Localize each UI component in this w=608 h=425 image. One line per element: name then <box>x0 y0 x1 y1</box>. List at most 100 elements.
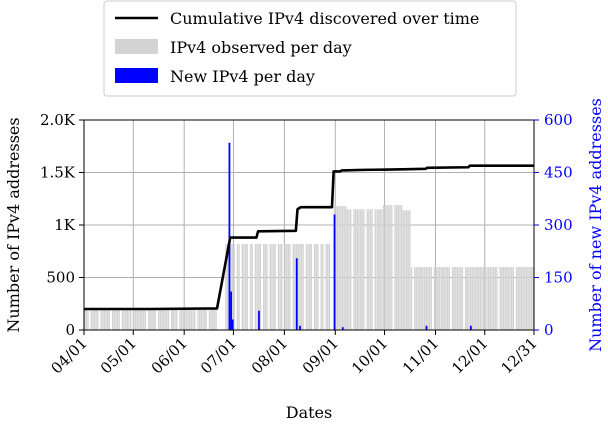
observed-bar <box>266 243 268 330</box>
observed-bar <box>236 243 239 330</box>
observed-bar <box>414 267 416 330</box>
observed-bar <box>484 267 487 330</box>
observed-bar <box>507 267 510 330</box>
observed-bar <box>143 309 145 330</box>
observed-bar <box>348 209 350 330</box>
observed-bar <box>519 267 521 330</box>
observed-bar <box>512 267 514 330</box>
observed-bar <box>525 267 528 330</box>
observed-bar <box>294 243 296 330</box>
observed-bar <box>428 267 431 330</box>
observed-bar <box>420 267 423 330</box>
observed-bar <box>192 309 194 330</box>
x-tick-label: 04/01 <box>48 334 91 377</box>
observed-bar <box>289 243 291 330</box>
observed-bar <box>225 243 227 330</box>
observed-bar <box>389 205 391 330</box>
observed-bar <box>182 309 184 330</box>
observed-bar <box>118 309 120 330</box>
cumulative-line <box>84 164 534 311</box>
observed-bar <box>85 309 87 330</box>
observed-bar <box>305 243 308 330</box>
observed-bar <box>394 205 396 330</box>
observed-bar <box>148 309 150 330</box>
observed-bar <box>451 267 454 330</box>
observed-bar <box>469 267 472 330</box>
x-tick-label: 06/01 <box>148 334 191 377</box>
observed-bar <box>284 243 286 330</box>
observed-bar <box>499 267 501 330</box>
observed-bar <box>532 267 534 330</box>
y-right-tick-label: 150 <box>544 269 573 287</box>
observed-bar <box>488 267 490 330</box>
x-tick-label: 10/01 <box>348 334 391 377</box>
observed-bar <box>292 243 294 330</box>
legend-swatch-observed <box>115 39 158 54</box>
observed-bar <box>446 267 449 330</box>
observed-bar <box>95 309 97 330</box>
observed-bar <box>259 243 262 330</box>
observed-bar <box>111 309 114 330</box>
y-left-tick-label: 2.0K <box>40 111 76 129</box>
observed-bar <box>456 267 459 330</box>
observed-bar <box>419 267 421 330</box>
observed-bar <box>440 267 442 330</box>
observed-bar <box>299 243 301 330</box>
observed-bar <box>461 267 464 330</box>
observed-bar <box>310 243 312 330</box>
observed-bar <box>400 205 403 330</box>
observed-bar <box>271 243 273 330</box>
observed-bar <box>315 243 317 330</box>
observed-bar <box>202 309 204 330</box>
observed-bar <box>363 209 365 330</box>
observed-bar <box>359 209 362 330</box>
observed-bar <box>97 309 99 330</box>
observed-bar <box>430 267 432 330</box>
observed-bar <box>506 267 508 330</box>
x-tick-label: 12/01 <box>448 334 491 377</box>
observed-bar <box>435 267 437 330</box>
observed-bar <box>238 243 240 330</box>
observed-bar <box>369 209 372 330</box>
y-left-tick-label: 1.5K <box>40 164 76 182</box>
observed-bar <box>448 267 450 330</box>
observed-bar <box>376 209 378 330</box>
observed-bar <box>279 243 281 330</box>
observed-bar <box>322 243 324 330</box>
observed-bar <box>511 267 513 330</box>
observed-bar <box>157 309 160 330</box>
y-axis-label-left: Number of IPv4 addresses <box>4 117 23 332</box>
observed-bar <box>210 309 212 330</box>
observed-bar <box>213 309 216 330</box>
observed-bar <box>489 267 492 330</box>
x-axis-label: Dates <box>286 403 332 422</box>
legend-frame <box>103 0 517 97</box>
observed-bar <box>453 267 455 330</box>
observed-bar <box>281 243 283 330</box>
observed-bar <box>515 267 518 330</box>
observed-bar <box>185 309 188 330</box>
y-right-tick-label: 600 <box>544 111 573 129</box>
observed-bar <box>102 309 104 330</box>
observed-bar <box>338 206 340 330</box>
observed-bar <box>327 243 329 330</box>
observed-bar <box>483 267 485 330</box>
observed-bar <box>87 309 89 330</box>
observed-bar <box>244 243 247 330</box>
observed-bar <box>203 309 206 330</box>
observed-bar <box>180 309 183 330</box>
observed-bar <box>491 267 493 330</box>
observed-bar <box>415 267 418 330</box>
new-bar <box>333 214 336 330</box>
new-bar <box>228 142 231 330</box>
observed-bar <box>382 205 385 330</box>
observed-bar <box>371 209 373 330</box>
observed-bar <box>125 309 127 330</box>
observed-bar <box>309 243 311 330</box>
observed-bar <box>297 243 299 330</box>
y-left-tick-label: 1K <box>54 216 76 234</box>
observed-bar <box>346 209 349 330</box>
observed-bar <box>336 206 339 330</box>
observed-bar <box>460 267 462 330</box>
observed-bar <box>402 210 404 330</box>
